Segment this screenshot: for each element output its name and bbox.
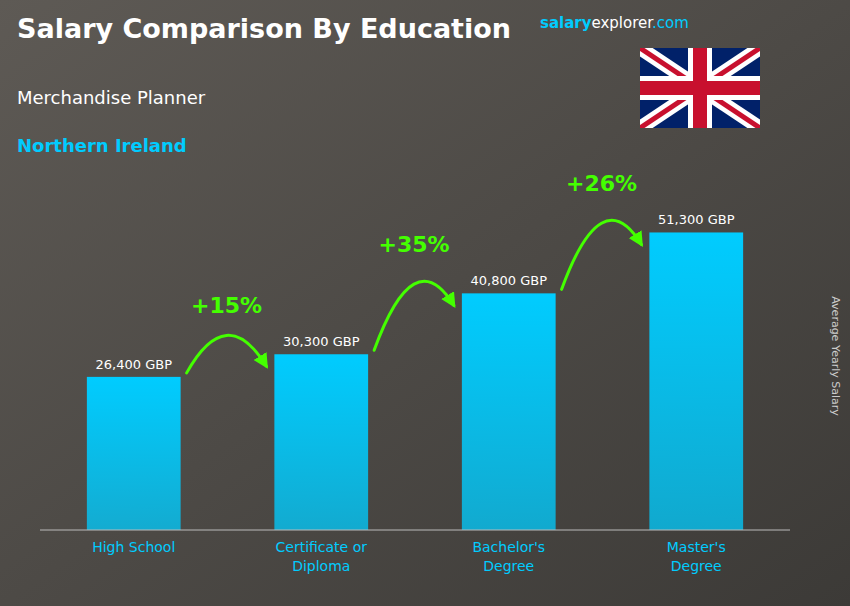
bar — [462, 293, 556, 530]
flag — [640, 48, 760, 128]
y-axis-label: Average Yearly Salary — [829, 296, 842, 416]
website: salaryexplorer.com — [540, 14, 689, 32]
annotation: +15% — [191, 293, 262, 318]
category-label: Bachelor'sDegree — [472, 539, 545, 574]
title: Salary Comparison By Education — [17, 13, 511, 44]
chart: Salary Comparison By Education Merchandis… — [0, 0, 850, 606]
baseline — [40, 530, 790, 531]
category-label: Certificate orDiploma — [276, 539, 368, 574]
annotation: +35% — [378, 232, 449, 257]
data-label: 51,300 GBP — [658, 212, 735, 227]
bar — [274, 354, 368, 530]
website-part: explorer — [592, 14, 655, 32]
category-label: High School — [92, 539, 175, 555]
bar — [649, 232, 743, 530]
bar — [87, 377, 181, 530]
growth-arrow — [187, 335, 267, 373]
website-part: salary — [540, 14, 592, 32]
website-part: .com — [652, 14, 689, 32]
category-label: Master'sDegree — [667, 539, 726, 574]
growth-arrow — [562, 220, 642, 289]
location: Northern Ireland — [17, 135, 187, 156]
annotation: +26% — [566, 171, 637, 196]
background — [0, 0, 850, 606]
data-label: 26,400 GBP — [96, 357, 173, 372]
growth-arrow — [374, 281, 454, 350]
subtitle: Merchandise Planner — [17, 87, 206, 108]
bars — [87, 232, 743, 530]
data-label: 30,300 GBP — [283, 334, 360, 349]
data-label: 40,800 GBP — [471, 273, 548, 288]
